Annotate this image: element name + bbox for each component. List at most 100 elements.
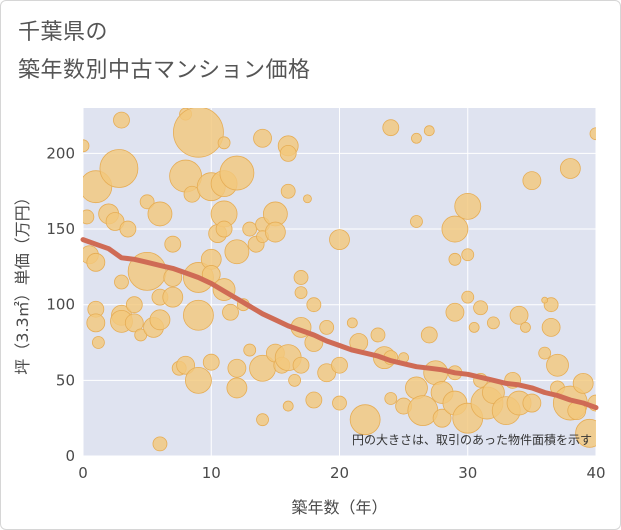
bubble-point: [253, 128, 272, 148]
y-tick-label: 50: [56, 371, 75, 389]
bubble-point: [243, 343, 257, 357]
bubble-point: [86, 252, 106, 272]
bubble-point: [288, 373, 302, 387]
bubble-point: [99, 149, 139, 188]
bubble-point: [319, 319, 335, 335]
bubble-point: [119, 220, 137, 238]
bubble-point: [114, 274, 129, 290]
bubble-point: [382, 119, 400, 137]
bubble-point: [468, 321, 480, 333]
bubble-point: [202, 353, 220, 371]
x-tick-label: 30: [458, 464, 477, 482]
bubble-point: [541, 296, 549, 304]
bubble-point: [147, 201, 173, 227]
bubble-point: [282, 400, 294, 412]
bubble-point: [279, 144, 297, 162]
bubble-point: [520, 321, 531, 333]
bubble-point: [461, 290, 475, 304]
bubble-point: [91, 336, 105, 349]
bubble-point: [329, 229, 350, 251]
bubble-point: [227, 358, 247, 378]
bubble-point: [509, 305, 529, 325]
bubble-point: [124, 313, 144, 333]
bubble-point: [292, 356, 310, 374]
bubble-point: [575, 418, 596, 448]
bubble-point: [522, 393, 542, 413]
bubble-point: [280, 183, 296, 199]
bubble-point: [305, 391, 323, 409]
bubble-point: [303, 194, 312, 204]
bubble-point: [445, 302, 465, 322]
bubble-point: [83, 139, 90, 153]
bubble-point: [162, 286, 184, 308]
bubble-point: [113, 111, 130, 129]
bubble-point: [185, 366, 212, 394]
bubble-point: [448, 252, 462, 266]
x-tick-label: 10: [202, 464, 221, 482]
bubble-point: [454, 192, 482, 220]
x-tick-labels: 0 10 20 30 40: [78, 464, 605, 482]
bubble-point: [432, 408, 452, 428]
bubble-point: [226, 377, 248, 399]
bubble-point: [306, 297, 322, 313]
bubble-point: [486, 316, 500, 330]
bubble-point: [219, 155, 255, 191]
bubble-point: [224, 239, 250, 265]
bubble-point: [317, 363, 337, 383]
bubble-point: [242, 221, 258, 237]
bubble-point: [152, 436, 168, 452]
bubble-point: [370, 327, 386, 343]
bubble-point: [538, 346, 552, 360]
bubble-point: [83, 209, 95, 225]
chart-title-line2: 築年数別中古マンション価格: [18, 58, 311, 83]
bubble-point: [349, 404, 381, 436]
bubble-point: [461, 248, 475, 262]
chart-title-line1: 千葉県の: [18, 20, 109, 45]
bubble-point: [331, 356, 348, 374]
x-axis-label: 築年数（年）: [291, 498, 387, 517]
bubble-point: [215, 220, 233, 238]
bubble-point: [522, 171, 542, 191]
bubble-point: [176, 355, 196, 375]
bubble-point: [173, 108, 224, 158]
x-tick-label: 40: [586, 464, 605, 482]
bubble-point: [183, 299, 214, 331]
y-tick-labels: 0 50 100 150 200: [46, 144, 75, 465]
bubble-point: [256, 413, 269, 427]
bubble-point: [164, 235, 182, 253]
bubble-point: [86, 313, 106, 333]
bubble-point: [169, 159, 203, 193]
trend-line: [80, 237, 599, 411]
bubble-point: [384, 392, 398, 405]
bubble-point: [294, 286, 308, 299]
bubble-point: [217, 136, 231, 150]
bubble-point: [473, 300, 488, 316]
bubble-point: [149, 309, 171, 331]
bubble-point: [139, 194, 155, 210]
bubble-point: [222, 303, 239, 321]
bubble-point: [411, 132, 422, 144]
bubble-point: [441, 215, 469, 243]
bubble-point: [332, 395, 347, 411]
bubble-point: [105, 212, 125, 231]
bubble-point: [420, 326, 438, 344]
bubble-size-note: 円の大きさは、取引のあった物件面積を示す: [352, 432, 592, 447]
bubble-point: [423, 125, 435, 137]
y-tick-label: 150: [46, 220, 75, 238]
y-axis-label: 坪（3.3㎡）単価（万円）: [13, 189, 32, 374]
bubble-point: [293, 270, 309, 285]
bubbles: [83, 108, 596, 452]
x-tick-label: 0: [78, 464, 88, 482]
bubble-point: [125, 296, 143, 314]
bubble-point: [346, 317, 358, 329]
x-tick-label: 20: [330, 464, 349, 482]
y-tick-label: 200: [46, 144, 75, 162]
y-tick-label: 100: [46, 296, 75, 314]
bubble-point: [264, 221, 286, 243]
y-tick-label: 0: [65, 447, 75, 465]
bubble-point: [546, 353, 569, 377]
bubble-point: [559, 158, 581, 179]
bubble-point: [410, 215, 423, 228]
bubble-point: [572, 372, 594, 394]
